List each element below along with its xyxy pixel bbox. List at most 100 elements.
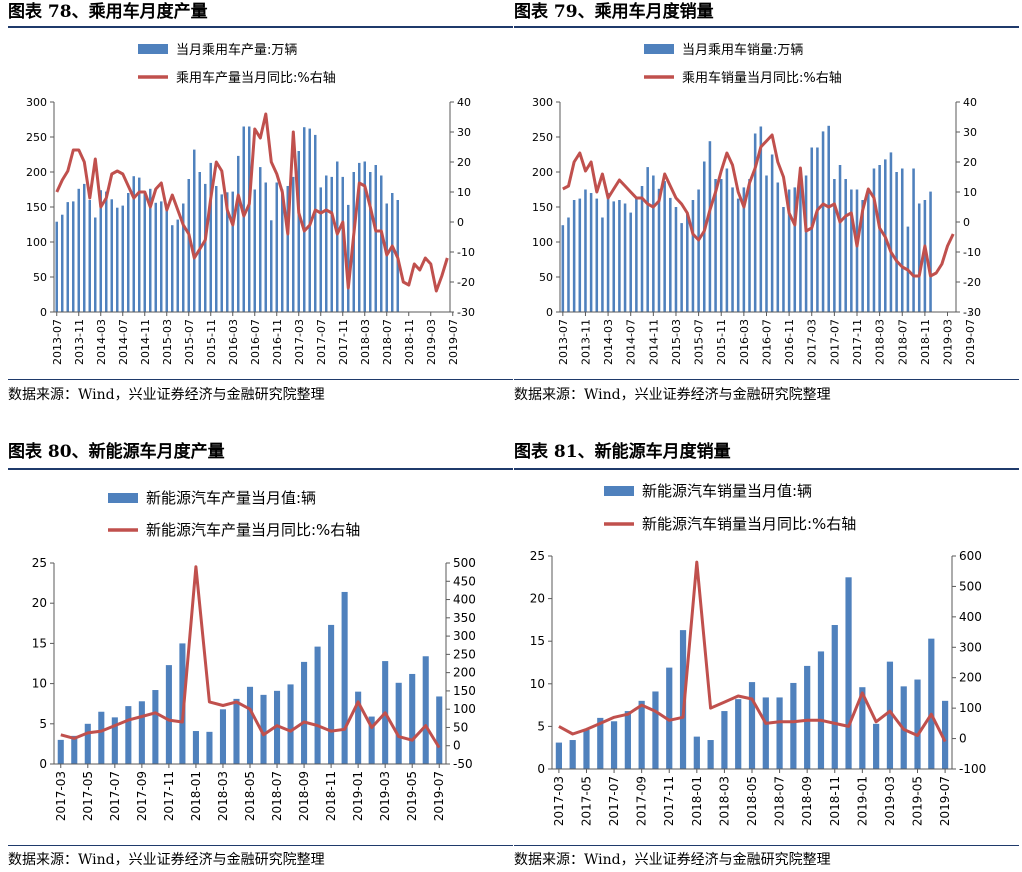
legend-line-label: 乘用车产量当月同比:%右轴 xyxy=(176,70,336,86)
left-tick-label: 15 xyxy=(32,636,47,650)
bar xyxy=(152,690,159,764)
x-tick-label: 2018-07 xyxy=(270,771,284,821)
bar xyxy=(368,716,375,764)
bar xyxy=(597,717,604,769)
bar xyxy=(833,179,836,312)
x-tick-label: 2018-09 xyxy=(297,771,311,821)
bar xyxy=(595,198,599,312)
bar xyxy=(297,151,300,312)
x-tick-label: 2014-03 xyxy=(602,319,615,365)
bar xyxy=(735,699,742,769)
left-tick-label: 250 xyxy=(532,131,553,144)
x-tick-label: 2017-03 xyxy=(806,319,819,365)
legend-bar-label: 当月乘用车销量:万辆 xyxy=(682,42,803,58)
bar xyxy=(248,126,251,312)
bar xyxy=(914,679,921,769)
bar xyxy=(686,214,689,312)
bar xyxy=(652,691,659,769)
bar xyxy=(561,225,565,312)
series-line xyxy=(55,112,449,293)
right-tick-label: 250 xyxy=(453,647,476,661)
left-tick-label: 200 xyxy=(26,166,47,179)
bar xyxy=(246,686,254,764)
right-tick-label: 30 xyxy=(963,126,977,139)
bar xyxy=(787,189,791,312)
bar xyxy=(341,591,348,764)
left-tick-label: 20 xyxy=(530,592,545,606)
bar xyxy=(928,638,935,769)
bar xyxy=(831,625,838,769)
bar xyxy=(886,661,894,769)
x-tick-label: 2019-07 xyxy=(938,776,952,826)
bar xyxy=(762,697,769,769)
bar xyxy=(776,697,783,769)
x-tick-label: 2013-11 xyxy=(580,319,593,365)
bar xyxy=(782,207,785,312)
bar xyxy=(610,721,618,769)
bar xyxy=(61,214,64,312)
right-tick-label: 100 xyxy=(959,701,982,715)
bar xyxy=(204,183,207,312)
x-tick-label: 2017-11 xyxy=(162,771,176,821)
bar xyxy=(206,731,213,764)
bar xyxy=(193,149,196,312)
bar xyxy=(748,682,756,769)
bar xyxy=(308,128,311,312)
x-tick-label: 2017-11 xyxy=(337,319,350,365)
bar xyxy=(638,700,645,769)
bar xyxy=(873,723,880,769)
bar xyxy=(702,161,706,312)
right-tick-label: -30 xyxy=(963,306,981,319)
x-tick-label: 2018-03 xyxy=(216,771,230,821)
bar xyxy=(900,168,904,312)
bar xyxy=(303,127,306,312)
right-tick-label: 600 xyxy=(959,549,982,563)
right-tick-label: -20 xyxy=(963,276,981,289)
bar xyxy=(182,203,185,312)
bar xyxy=(867,189,870,312)
x-tick-label: 2018-11 xyxy=(324,771,338,821)
x-tick-label: 2015-03 xyxy=(161,319,174,365)
bar xyxy=(125,706,132,764)
x-tick-label: 2018-03 xyxy=(359,319,372,365)
bar xyxy=(132,176,135,312)
x-tick-label: 2016-03 xyxy=(227,319,240,365)
bar xyxy=(363,161,366,312)
bar xyxy=(336,161,339,312)
left-tick-label: 0 xyxy=(546,306,553,319)
bar xyxy=(652,175,655,312)
right-tick-label: 400 xyxy=(453,593,476,607)
bar xyxy=(912,168,915,312)
right-tick-label: 100 xyxy=(453,702,476,716)
bar xyxy=(253,189,256,312)
bar xyxy=(341,176,344,312)
bar xyxy=(198,172,201,312)
bar xyxy=(691,200,695,312)
bar xyxy=(237,155,240,312)
bar xyxy=(578,198,582,312)
bar xyxy=(790,682,797,769)
x-tick-label: 2017-03 xyxy=(293,319,306,365)
bar xyxy=(77,188,80,312)
bar xyxy=(286,186,289,312)
x-tick-label: 2018-09 xyxy=(800,776,814,826)
source-note: 数据来源：Wind，兴业证券经济与金融研究院整理 xyxy=(8,852,325,868)
x-tick-label: 2017-07 xyxy=(828,319,841,365)
right-tick-label: 300 xyxy=(959,640,982,654)
right-tick-label: 450 xyxy=(453,574,476,588)
source-rule xyxy=(514,379,1019,380)
right-tick-label: 30 xyxy=(457,126,471,139)
left-tick-label: 0 xyxy=(40,306,47,319)
bar xyxy=(742,187,746,312)
bar xyxy=(635,198,638,312)
bar xyxy=(270,220,273,312)
bar xyxy=(850,189,853,312)
chart-78: 当月乘用车产量:万辆乘用车产量当月同比:%右轴05010015020025030… xyxy=(26,42,475,365)
bar xyxy=(187,179,190,312)
left-tick-label: 150 xyxy=(532,201,553,214)
x-tick-label: 2019-03 xyxy=(883,776,897,826)
bar xyxy=(816,147,819,312)
x-tick-label: 2017-07 xyxy=(315,319,328,365)
bar xyxy=(895,172,898,312)
bar xyxy=(584,189,587,312)
